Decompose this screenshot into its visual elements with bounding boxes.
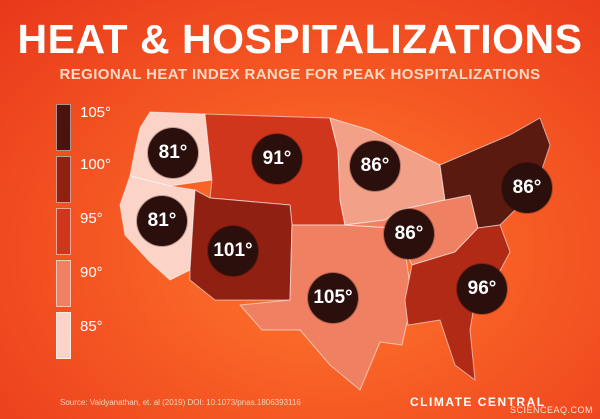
region-badge-southeast: 96° bbox=[457, 264, 507, 314]
source-citation: Source: Vaidyanathan, et. al (2019) DOI:… bbox=[60, 398, 301, 407]
legend-label-90: 90° bbox=[80, 264, 103, 281]
region-badge-northwest: 81° bbox=[148, 128, 198, 178]
climate-central-wordmark: CLIMATE CENTRAL bbox=[410, 395, 546, 409]
legend-swatch-85 bbox=[56, 312, 71, 359]
legend-swatch-105 bbox=[56, 104, 71, 151]
legend-swatch-100 bbox=[56, 156, 71, 203]
climate-central-logo: CLIMATE CENTRAL bbox=[410, 395, 546, 409]
legend-label-100: 100° bbox=[80, 156, 112, 173]
legend-swatch-90 bbox=[56, 260, 71, 307]
region-badge-west: 81° bbox=[137, 196, 187, 246]
legend-label-105: 105° bbox=[80, 104, 112, 121]
region-badge-northeast: 86° bbox=[502, 163, 552, 213]
page-subtitle: REGIONAL HEAT INDEX RANGE FOR PEAK HOSPI… bbox=[59, 66, 541, 83]
watermark: SCIENCEAQ.COM bbox=[510, 405, 594, 415]
region-southeast bbox=[404, 224, 511, 381]
region-badge-ohio-valley: 86° bbox=[384, 209, 434, 259]
region-badge-northern-rockies-plains: 91° bbox=[252, 134, 302, 184]
region-badge-south: 105° bbox=[308, 273, 358, 323]
region-badge-southwest: 101° bbox=[208, 226, 258, 276]
region-badge-upper-midwest: 86° bbox=[350, 141, 400, 191]
legend-swatch-95 bbox=[56, 208, 71, 255]
page-title: HEAT & HOSPITALIZATIONS bbox=[17, 16, 583, 62]
legend-label-85: 85° bbox=[80, 318, 103, 335]
legend-label-95: 95° bbox=[80, 210, 103, 227]
